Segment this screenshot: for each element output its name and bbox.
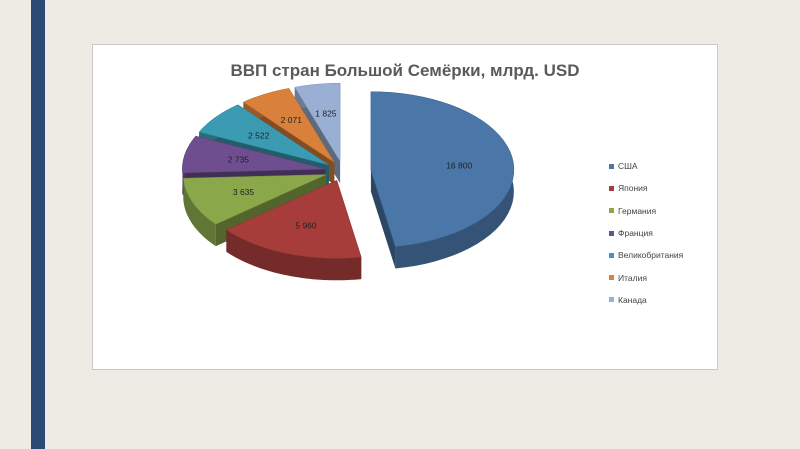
legend-swatch: [609, 163, 614, 169]
data-label: 16 800: [446, 161, 472, 171]
data-label: 1 825: [315, 109, 337, 119]
pie-slice-1: [370, 91, 515, 269]
legend-swatch: [609, 230, 614, 236]
data-label: 2 522: [248, 130, 270, 140]
legend-label: Япония: [618, 183, 648, 194]
pie-slice-side: [226, 229, 362, 281]
pie-slice-wall: [370, 169, 396, 269]
pie-chart: 16 800 5 960 3 635 2 735 2 522 2 071 1 825: [182, 82, 515, 281]
pie-slice-2: [225, 179, 362, 281]
legend-swatch: [609, 297, 614, 303]
pie-slice-side: [183, 178, 216, 247]
data-label: 5 960: [295, 221, 317, 231]
slide-accent-bar: [31, 0, 45, 449]
legend-label: Германия: [618, 205, 657, 216]
legend-item: Германия: [609, 200, 683, 222]
data-label: 3 635: [233, 187, 255, 197]
legend-item: Канада: [609, 289, 683, 311]
chart-legend: США Япония Германия Франция Великобритания Ит…: [609, 155, 683, 311]
legend-label: Италия: [618, 272, 647, 283]
legend-item: США: [609, 155, 683, 177]
legend-item: Франция: [609, 222, 683, 244]
pie-slice-top: [198, 104, 329, 166]
pie-slice-top: [183, 174, 327, 225]
legend-swatch: [609, 275, 614, 281]
data-label: 2 735: [228, 155, 250, 165]
legend-item: Япония: [609, 177, 683, 199]
legend-label: Великобритания: [618, 250, 684, 261]
legend-item: Великобритания: [609, 244, 683, 266]
legend-item: Италия: [609, 266, 683, 288]
pie-slice-top: [242, 88, 335, 163]
pie-slice-top: [370, 91, 515, 247]
pie-slice-top: [294, 82, 341, 163]
pie-slice-top: [182, 135, 326, 174]
legend-label: Франция: [618, 228, 653, 239]
legend-swatch: [609, 208, 614, 214]
legend-swatch: [609, 185, 614, 191]
data-label: 2 071: [281, 115, 303, 125]
pie-slice-top: [225, 179, 362, 259]
chart-title: ВВП стран Большой Семёрки, млрд. USD: [230, 61, 580, 80]
legend-swatch: [609, 252, 614, 258]
legend-label: США: [618, 161, 638, 172]
legend-label: Канада: [618, 294, 647, 305]
chart-frame: ВВП стран Большой Семёрки, млрд. USD 16 …: [92, 44, 718, 370]
